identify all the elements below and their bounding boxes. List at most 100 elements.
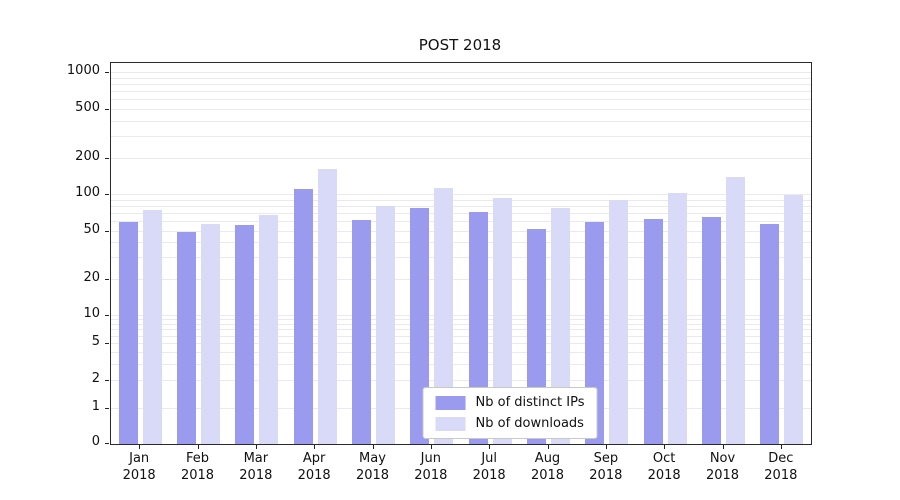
legend-label: Nb of distinct IPs — [475, 395, 585, 410]
y-tick-mark — [105, 194, 109, 196]
gridline — [111, 221, 811, 223]
gridline — [111, 319, 811, 321]
legend-swatch — [435, 416, 466, 431]
bar-distinct-ips — [235, 224, 255, 444]
x-tick-label: Oct 2018 — [647, 451, 681, 483]
gridline — [111, 230, 811, 232]
gridline — [111, 72, 811, 74]
x-tick-mark — [722, 445, 724, 449]
y-tick-label: 1 — [91, 398, 100, 414]
x-tick-label: Feb 2018 — [180, 451, 215, 483]
gridline — [111, 157, 811, 159]
y-tick-mark — [105, 314, 109, 316]
bar-downloads — [667, 192, 687, 444]
y-tick-label: 2 — [91, 370, 100, 386]
gridline — [111, 199, 811, 201]
bar-downloads — [551, 208, 570, 444]
chart-title: POST 2018 — [418, 36, 502, 54]
bar-distinct-ips — [468, 211, 488, 444]
gridline — [111, 257, 811, 259]
bar-downloads — [317, 168, 337, 444]
gridline — [111, 278, 811, 280]
gridline — [111, 77, 811, 79]
gridline — [111, 342, 811, 344]
gridline — [111, 99, 811, 101]
bar-distinct-ips — [352, 220, 371, 444]
gridline — [111, 194, 811, 196]
y-tick-mark — [105, 342, 109, 344]
bar-downloads — [784, 195, 804, 444]
x-tick-mark — [430, 445, 432, 449]
bar-downloads — [201, 223, 220, 444]
y-tick-mark — [105, 407, 109, 409]
gridline — [111, 212, 811, 214]
bar-downloads — [726, 177, 745, 444]
gridline — [111, 351, 811, 353]
bar-downloads — [434, 187, 454, 444]
y-tick-label: 0 — [91, 434, 100, 449]
x-tick-mark — [314, 445, 316, 449]
bar-distinct-ips — [643, 219, 663, 444]
legend: Nb of distinct IPs Nb of downloads — [422, 387, 598, 439]
y-tick-mark — [105, 443, 109, 444]
x-tick-label: Jul 2018 — [472, 451, 506, 483]
y-tick-label: 1000 — [66, 63, 100, 79]
gridline — [111, 205, 811, 207]
y-tick-mark — [105, 379, 109, 381]
y-tick-mark — [105, 230, 109, 232]
x-tick-label: Mar 2018 — [239, 451, 273, 483]
y-tick-label: 100 — [75, 185, 100, 201]
y-tick-label: 20 — [83, 269, 100, 285]
gridline — [111, 120, 811, 122]
gridline — [111, 335, 811, 337]
gridline — [111, 324, 811, 325]
x-tick-label: Dec 2018 — [764, 451, 798, 483]
legend-row: Nb of downloads — [435, 416, 585, 431]
x-tick-label: Aug 2018 — [530, 451, 565, 483]
bar-distinct-ips — [760, 223, 780, 444]
bar-downloads — [259, 215, 279, 444]
x-tick-mark — [547, 445, 549, 449]
y-tick-label: 200 — [75, 148, 100, 164]
x-tick-mark — [780, 445, 782, 449]
bar-distinct-ips — [702, 217, 721, 444]
x-tick-mark — [664, 445, 666, 449]
x-tick-mark — [139, 445, 141, 449]
bar-downloads — [492, 197, 512, 444]
bar-distinct-ips — [293, 189, 313, 444]
legend-label: Nb of downloads — [475, 416, 584, 431]
x-tick-mark — [489, 445, 491, 449]
bar-distinct-ips — [118, 222, 138, 444]
x-tick-label: Jan 2018 — [122, 451, 156, 483]
y-tick-mark — [105, 157, 109, 159]
x-tick-label: Jun 2018 — [414, 451, 448, 483]
y-tick-label: 50 — [83, 221, 100, 237]
legend-swatch — [435, 395, 466, 410]
gridline — [111, 314, 811, 316]
x-tick-label: Apr 2018 — [297, 451, 331, 483]
gridline — [111, 242, 811, 244]
x-tick-label: May 2018 — [355, 451, 390, 483]
legend-row: Nb of distinct IPs — [435, 395, 585, 410]
y-tick-label: 500 — [75, 99, 100, 115]
gridline — [111, 329, 811, 331]
y-tick-label: 5 — [91, 333, 100, 349]
bar-downloads — [376, 205, 395, 444]
y-tick-mark — [105, 278, 109, 280]
y-tick-mark — [105, 108, 109, 110]
gridline — [111, 91, 811, 93]
bar-downloads — [142, 210, 162, 444]
gridline — [111, 109, 811, 110]
gridline — [111, 84, 811, 86]
x-tick-mark — [372, 445, 374, 449]
x-tick-label: Nov 2018 — [705, 451, 740, 483]
x-tick-mark — [605, 445, 607, 449]
x-tick-mark — [197, 445, 199, 449]
gridline — [111, 136, 811, 138]
bar-downloads — [609, 199, 629, 444]
gridline — [111, 363, 811, 365]
y-tick-mark — [105, 72, 109, 74]
bar-distinct-ips — [410, 208, 430, 444]
y-tick-label: 10 — [83, 305, 100, 321]
